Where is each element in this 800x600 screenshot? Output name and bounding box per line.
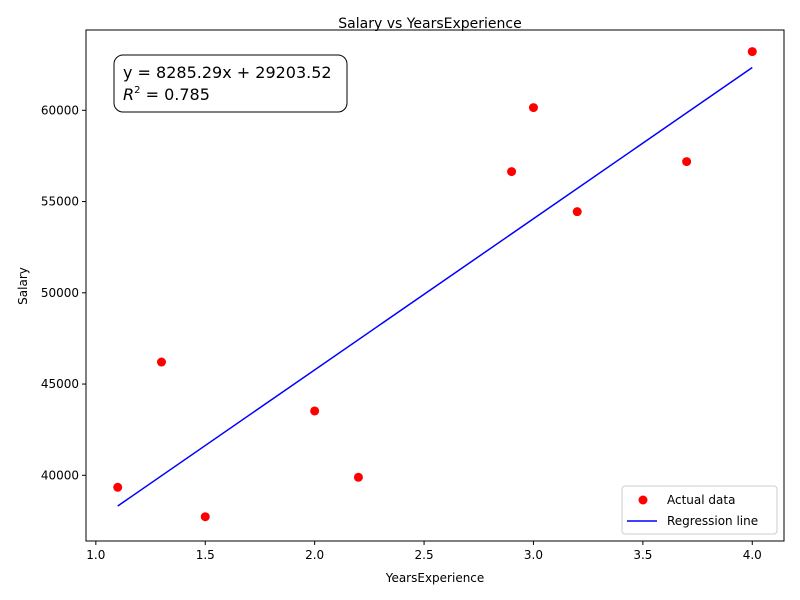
data-point xyxy=(507,167,517,177)
legend: Actual data Regression line xyxy=(621,485,778,535)
x-tick-label: 2.5 xyxy=(415,548,434,562)
regression-line xyxy=(117,66,753,507)
legend-label-actual-data: Actual data xyxy=(667,493,735,507)
legend-marker-actual-data xyxy=(638,495,648,505)
r-squared-symbol: R xyxy=(123,85,134,104)
data-point xyxy=(572,207,582,217)
data-point xyxy=(682,157,692,167)
data-point xyxy=(113,482,123,492)
data-point xyxy=(200,512,210,522)
chart-title: Salary vs YearsExperience xyxy=(338,16,521,32)
equation-box: y = 8285.29x + 29203.52 R2 = 0.785 xyxy=(113,54,348,113)
r-squared-exponent: 2 xyxy=(134,85,140,96)
x-tick-label: 3.0 xyxy=(524,548,543,562)
r-squared-value: = 0.785 xyxy=(141,85,210,104)
legend-label-regression-line: Regression line xyxy=(667,514,758,528)
data-point xyxy=(310,406,320,416)
y-tick-label: 55000 xyxy=(41,195,79,209)
x-tick-label: 3.5 xyxy=(633,548,652,562)
x-tick-label: 4.0 xyxy=(743,548,762,562)
y-axis-title: Salary xyxy=(16,267,30,305)
axes-frame xyxy=(85,29,785,542)
x-tick-label: 2.0 xyxy=(305,548,324,562)
data-point xyxy=(747,47,757,57)
y-tick-label: 60000 xyxy=(41,103,79,117)
y-axis: 40000 45000 50000 55000 60000 xyxy=(41,103,86,482)
equation-text: y = 8285.29x + 29203.52 xyxy=(123,63,332,82)
equation-box-frame xyxy=(113,54,348,113)
data-point xyxy=(528,103,538,113)
r-squared-text: R2 = 0.785 xyxy=(123,85,210,104)
x-axis-title: YearsExperience xyxy=(385,571,485,585)
data-point xyxy=(353,472,363,482)
y-tick-label: 40000 xyxy=(41,468,79,482)
x-tick-label: 1.5 xyxy=(196,548,215,562)
y-tick-label: 50000 xyxy=(41,286,79,300)
x-tick-label: 1.0 xyxy=(86,548,105,562)
data-point xyxy=(156,357,166,367)
legend-frame xyxy=(621,485,778,535)
y-tick-label: 45000 xyxy=(41,377,79,391)
x-axis: 1.0 1.5 2.0 2.5 3.0 3.5 4.0 xyxy=(86,541,762,562)
plot-area xyxy=(113,47,757,522)
